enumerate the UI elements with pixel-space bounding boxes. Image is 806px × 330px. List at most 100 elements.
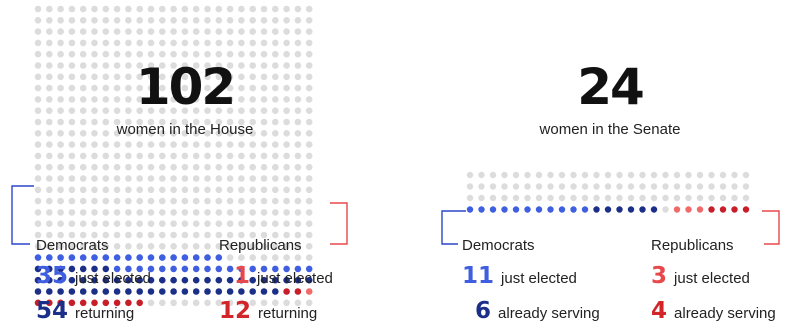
senate-seat-rep-new xyxy=(673,206,681,213)
house-seat-empty xyxy=(159,17,166,24)
house-seat-empty xyxy=(136,186,143,194)
senate-dem-label: Democrats xyxy=(462,237,535,254)
house-seat-dem-new xyxy=(125,265,132,273)
house-seat-empty xyxy=(204,209,211,216)
house-seat-rep-old xyxy=(79,299,87,307)
house-seat-dem-new xyxy=(102,254,110,261)
house-seat-empty xyxy=(91,96,98,103)
house-seat-empty xyxy=(125,62,132,69)
senate-seat-empty xyxy=(708,194,715,202)
house-seat-empty xyxy=(147,152,155,160)
house-seat-empty xyxy=(113,243,121,250)
house-seat-empty xyxy=(294,73,302,81)
house-seat-empty xyxy=(238,62,245,69)
house-seat-rep-old xyxy=(57,299,64,307)
house-seat-empty xyxy=(294,50,302,58)
house-seat-empty xyxy=(272,130,279,137)
senate-seat-empty xyxy=(696,171,704,179)
house-seat-empty xyxy=(113,5,121,13)
senate-seat-empty xyxy=(708,183,715,190)
senate-seat-empty xyxy=(742,171,750,179)
house-seat-dem-old xyxy=(283,276,290,284)
senate-rep-label: Republicans xyxy=(651,237,734,254)
house-seat-empty xyxy=(68,5,76,13)
house-seat-empty xyxy=(305,175,313,182)
house-seat-empty xyxy=(102,152,110,160)
house-seat-empty xyxy=(46,17,53,24)
house-seat-dem-old xyxy=(260,288,268,295)
senate-seat-empty xyxy=(570,171,577,179)
house-seat-empty xyxy=(260,5,268,13)
house-dem-bracket xyxy=(11,185,34,245)
house-seat-empty xyxy=(283,28,290,35)
house-seat-dem-old xyxy=(136,288,143,295)
house-seat-empty xyxy=(181,299,189,307)
house-seat-empty xyxy=(272,50,279,58)
senate-seat-empty xyxy=(489,171,497,179)
house-seat-empty xyxy=(238,17,245,24)
house-seat-empty xyxy=(147,62,155,69)
house-seat-dem-old xyxy=(57,288,64,295)
house-seat-empty xyxy=(34,84,42,92)
house-seat-empty xyxy=(283,175,290,182)
house-seat-empty xyxy=(181,243,189,250)
house-seat-empty xyxy=(181,62,189,69)
senate-seat-empty xyxy=(489,194,497,202)
house-seat-empty xyxy=(215,107,223,114)
house-seat-empty xyxy=(57,73,64,81)
house-seat-empty xyxy=(305,231,313,239)
house-seat-empty xyxy=(170,96,177,103)
house-seat-dem-old xyxy=(34,265,42,273)
house-seat-empty xyxy=(204,62,211,69)
house-seat-empty xyxy=(34,39,42,47)
house-seat-empty xyxy=(215,28,223,35)
house-seat-empty xyxy=(238,186,245,194)
house-seat-empty xyxy=(68,118,76,126)
house-seat-empty xyxy=(102,209,110,216)
house-seat-empty xyxy=(79,28,87,35)
house-seat-dem-old xyxy=(46,288,53,295)
house-seat-empty xyxy=(102,17,110,24)
house-seat-dem-old xyxy=(215,288,223,295)
house-seat-empty xyxy=(283,96,290,103)
house-seat-empty xyxy=(181,73,189,81)
senate-seat-empty xyxy=(604,171,612,179)
house-seat-empty xyxy=(79,243,87,250)
house-seat-empty xyxy=(181,197,189,205)
house-seat-empty xyxy=(204,299,211,307)
house-seat-dem-old xyxy=(136,276,143,284)
house-seat-empty xyxy=(57,130,64,137)
house-seat-dem-old xyxy=(91,265,98,273)
house-seat-empty xyxy=(34,186,42,194)
house-seat-empty xyxy=(79,197,87,205)
house-seat-empty xyxy=(260,73,268,81)
house-seat-empty xyxy=(46,243,53,250)
house-seat-empty xyxy=(113,73,121,81)
house-seat-rep-old xyxy=(294,288,302,295)
house-seat-empty xyxy=(294,17,302,24)
senate-seat-dem-old xyxy=(616,206,623,213)
house-seat-empty xyxy=(272,107,279,114)
house-seat-empty xyxy=(283,84,290,92)
house-seat-empty xyxy=(215,163,223,171)
house-seat-empty xyxy=(249,39,256,47)
house-seat-empty xyxy=(34,28,42,35)
house-seat-empty xyxy=(283,186,290,194)
house-seat-empty xyxy=(215,175,223,182)
house-seat-empty xyxy=(215,243,223,250)
house-seat-dem-old xyxy=(147,276,155,284)
house-seat-empty xyxy=(170,152,177,160)
house-seat-empty xyxy=(102,39,110,47)
house-seat-dem-new xyxy=(57,254,64,261)
house-seat-empty xyxy=(249,243,256,250)
house-seat-empty xyxy=(305,299,313,307)
house-seat-empty xyxy=(46,231,53,239)
house-seat-dem-old xyxy=(170,276,177,284)
house-seat-empty xyxy=(46,130,53,137)
house-seat-empty xyxy=(125,141,132,148)
house-seat-empty xyxy=(79,5,87,13)
house-seat-empty xyxy=(46,5,53,13)
house-seat-empty xyxy=(249,62,256,69)
house-seat-empty xyxy=(215,96,223,103)
house-seat-empty xyxy=(192,141,200,148)
